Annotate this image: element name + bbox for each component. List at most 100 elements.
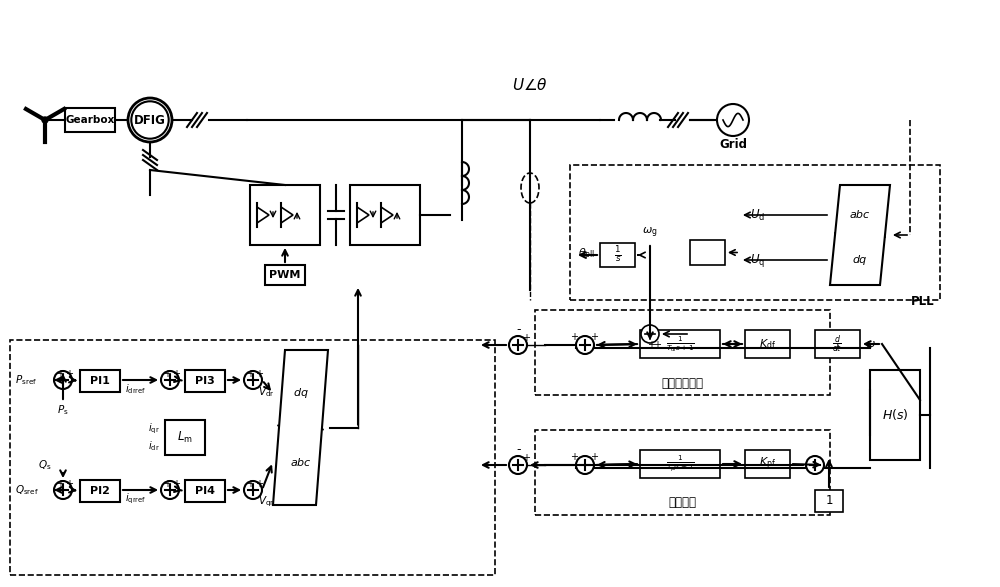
- Circle shape: [128, 98, 172, 142]
- Text: PI2: PI2: [90, 486, 110, 496]
- Text: -: -: [168, 492, 173, 505]
- Bar: [870, 370, 920, 460]
- Text: $\frac{1}{T_\mathrm{pf}s+1}$: $\frac{1}{T_\mathrm{pf}s+1}$: [666, 454, 694, 474]
- Circle shape: [509, 456, 527, 474]
- Text: dq: dq: [853, 255, 867, 265]
- Text: $i_\mathrm{qrref}$: $i_\mathrm{qrref}$: [125, 492, 146, 506]
- Text: PWM: PWM: [269, 270, 301, 280]
- Text: +: +: [570, 332, 578, 342]
- Circle shape: [717, 104, 749, 136]
- Bar: [185, 480, 225, 502]
- Text: $\omega_\mathrm{g}$: $\omega_\mathrm{g}$: [642, 226, 658, 240]
- Text: -: -: [61, 492, 66, 505]
- Bar: [745, 330, 790, 358]
- Bar: [10, 340, 495, 575]
- Polygon shape: [273, 350, 328, 505]
- Bar: [690, 240, 725, 265]
- Text: +: +: [65, 369, 73, 379]
- Text: +: +: [65, 479, 73, 489]
- Bar: [640, 450, 720, 478]
- Text: $dq$: $dq$: [293, 386, 308, 400]
- Bar: [815, 330, 860, 358]
- Circle shape: [161, 481, 179, 499]
- Text: +: +: [172, 479, 180, 489]
- Text: +: +: [647, 340, 655, 350]
- Circle shape: [244, 481, 262, 499]
- Text: +: +: [522, 333, 530, 343]
- Text: +: +: [163, 479, 171, 489]
- Text: +: +: [56, 369, 64, 379]
- Bar: [350, 185, 420, 245]
- Text: +: +: [246, 369, 254, 379]
- Bar: [570, 165, 940, 300]
- Circle shape: [509, 336, 527, 354]
- Text: +: +: [255, 479, 263, 489]
- Bar: [640, 330, 720, 358]
- Text: $U\angle\theta$: $U\angle\theta$: [512, 77, 548, 93]
- Text: -: -: [251, 492, 256, 505]
- Circle shape: [131, 102, 169, 139]
- Text: $\omega$: $\omega$: [865, 339, 876, 349]
- Text: +: +: [522, 453, 530, 463]
- Text: PI1: PI1: [90, 376, 110, 386]
- Text: PI4: PI4: [195, 486, 215, 496]
- Text: 虚拟惯量控制: 虚拟惯量控制: [662, 376, 704, 390]
- Text: +: +: [590, 452, 598, 462]
- Bar: [80, 370, 120, 392]
- Text: PI3: PI3: [195, 376, 215, 386]
- Circle shape: [641, 325, 659, 343]
- Bar: [165, 420, 205, 455]
- Bar: [535, 310, 830, 395]
- Bar: [185, 370, 225, 392]
- Polygon shape: [830, 185, 890, 285]
- Text: +: +: [172, 369, 180, 379]
- Text: -: -: [61, 382, 66, 395]
- Bar: [80, 480, 120, 502]
- Text: $L_\mathrm{m}$: $L_\mathrm{m}$: [177, 430, 193, 445]
- Circle shape: [806, 456, 824, 474]
- Text: $K_\mathrm{df}$: $K_\mathrm{df}$: [759, 337, 776, 351]
- Text: $Q_\mathrm{sref}$: $Q_\mathrm{sref}$: [15, 483, 39, 497]
- Circle shape: [54, 481, 72, 499]
- Text: abc: abc: [850, 210, 870, 220]
- Text: +: +: [653, 340, 661, 350]
- Text: $V_\mathrm{qr}$: $V_\mathrm{qr}$: [258, 495, 275, 509]
- Text: $Q_\mathrm{s}$: $Q_\mathrm{s}$: [38, 458, 52, 472]
- Text: $K_\mathrm{pf}$: $K_\mathrm{pf}$: [759, 456, 776, 472]
- Text: 下垂控制: 下垂控制: [668, 497, 696, 510]
- Text: Grid: Grid: [719, 137, 747, 150]
- Text: +: +: [246, 479, 254, 489]
- Text: +: +: [163, 369, 171, 379]
- Text: $i_\mathrm{qr}$: $i_\mathrm{qr}$: [148, 421, 160, 436]
- Text: +: +: [590, 332, 598, 342]
- Bar: [745, 450, 790, 478]
- Circle shape: [54, 371, 72, 389]
- Circle shape: [42, 117, 48, 123]
- Bar: [65, 108, 115, 132]
- Circle shape: [244, 371, 262, 389]
- Bar: [535, 430, 830, 515]
- Text: $i_\mathrm{drref}$: $i_\mathrm{drref}$: [125, 382, 146, 396]
- Text: -: -: [168, 382, 173, 395]
- Bar: [600, 243, 635, 267]
- Text: -: -: [516, 323, 520, 336]
- Circle shape: [576, 336, 594, 354]
- Text: +: +: [570, 452, 578, 462]
- Text: PLL: PLL: [911, 295, 935, 308]
- Bar: [265, 265, 305, 285]
- Text: $U_\mathrm{d}$: $U_\mathrm{d}$: [750, 207, 765, 222]
- Text: Gearbox: Gearbox: [65, 115, 115, 125]
- Text: $H(s)$: $H(s)$: [882, 407, 908, 423]
- Text: $\theta_\mathrm{pll}$: $\theta_\mathrm{pll}$: [578, 247, 595, 263]
- Text: $U_\mathrm{q}$: $U_\mathrm{q}$: [750, 251, 765, 268]
- Circle shape: [161, 371, 179, 389]
- Text: $\frac{1}{T_\mathrm{df}s+1}$: $\frac{1}{T_\mathrm{df}s+1}$: [666, 334, 694, 354]
- Circle shape: [576, 456, 594, 474]
- Text: $i_\mathrm{dr}$: $i_\mathrm{dr}$: [148, 439, 160, 453]
- Text: $\frac{1}{s}$: $\frac{1}{s}$: [614, 245, 621, 265]
- Text: +: +: [56, 479, 64, 489]
- Bar: [815, 490, 843, 512]
- Text: -: -: [516, 443, 520, 456]
- Bar: [250, 185, 320, 245]
- Text: $P_\mathrm{sref}$: $P_\mathrm{sref}$: [15, 373, 37, 387]
